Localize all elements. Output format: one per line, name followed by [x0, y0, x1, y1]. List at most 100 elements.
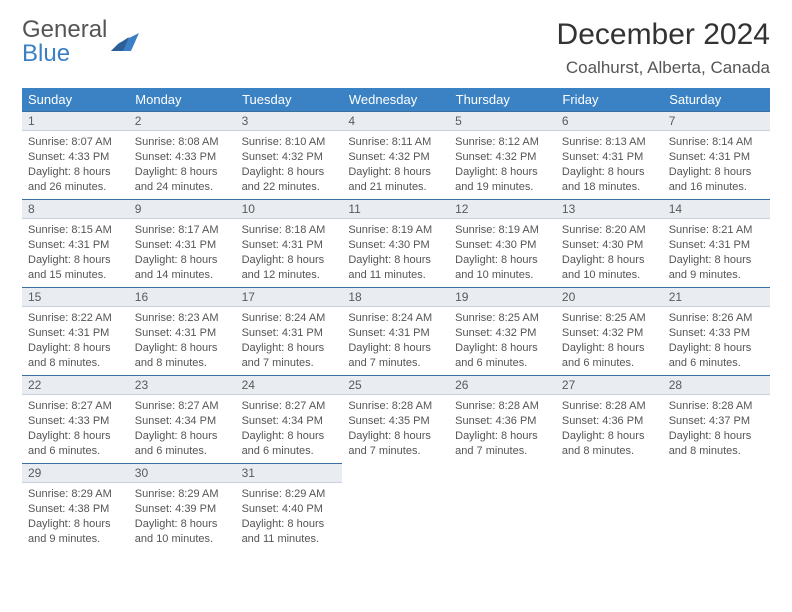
day-detail: Sunrise: 8:25 AMSunset: 4:32 PMDaylight:…	[556, 307, 663, 372]
day-number: 21	[663, 287, 770, 307]
calendar-cell: 10Sunrise: 8:18 AMSunset: 4:31 PMDayligh…	[236, 199, 343, 287]
calendar-row: 29Sunrise: 8:29 AMSunset: 4:38 PMDayligh…	[22, 463, 770, 551]
day-detail: Sunrise: 8:13 AMSunset: 4:31 PMDaylight:…	[556, 131, 663, 196]
day-detail: Sunrise: 8:24 AMSunset: 4:31 PMDaylight:…	[342, 307, 449, 372]
day-detail: Sunrise: 8:15 AMSunset: 4:31 PMDaylight:…	[22, 219, 129, 284]
day-detail: Sunrise: 8:27 AMSunset: 4:34 PMDaylight:…	[129, 395, 236, 460]
calendar-cell	[663, 463, 770, 551]
day-detail: Sunrise: 8:29 AMSunset: 4:39 PMDaylight:…	[129, 483, 236, 548]
day-detail: Sunrise: 8:18 AMSunset: 4:31 PMDaylight:…	[236, 219, 343, 284]
day-number: 26	[449, 375, 556, 395]
logo-general: General	[22, 16, 107, 43]
day-number: 13	[556, 199, 663, 219]
calendar-cell: 30Sunrise: 8:29 AMSunset: 4:39 PMDayligh…	[129, 463, 236, 551]
day-detail: Sunrise: 8:27 AMSunset: 4:33 PMDaylight:…	[22, 395, 129, 460]
day-number: 20	[556, 287, 663, 307]
day-number: 25	[342, 375, 449, 395]
day-detail: Sunrise: 8:28 AMSunset: 4:36 PMDaylight:…	[449, 395, 556, 460]
day-detail: Sunrise: 8:20 AMSunset: 4:30 PMDaylight:…	[556, 219, 663, 284]
weekday-header: Wednesday	[342, 88, 449, 111]
day-detail: Sunrise: 8:19 AMSunset: 4:30 PMDaylight:…	[342, 219, 449, 284]
day-number: 31	[236, 463, 343, 483]
day-number: 17	[236, 287, 343, 307]
weekday-header: Friday	[556, 88, 663, 111]
weekday-header: Sunday	[22, 88, 129, 111]
calendar-cell: 11Sunrise: 8:19 AMSunset: 4:30 PMDayligh…	[342, 199, 449, 287]
day-number: 2	[129, 111, 236, 131]
calendar-cell: 14Sunrise: 8:21 AMSunset: 4:31 PMDayligh…	[663, 199, 770, 287]
calendar-cell: 7Sunrise: 8:14 AMSunset: 4:31 PMDaylight…	[663, 111, 770, 199]
calendar-cell: 21Sunrise: 8:26 AMSunset: 4:33 PMDayligh…	[663, 287, 770, 375]
calendar-cell: 24Sunrise: 8:27 AMSunset: 4:34 PMDayligh…	[236, 375, 343, 463]
day-number: 29	[22, 463, 129, 483]
calendar-body: 1Sunrise: 8:07 AMSunset: 4:33 PMDaylight…	[22, 111, 770, 551]
day-number: 5	[449, 111, 556, 131]
day-detail: Sunrise: 8:23 AMSunset: 4:31 PMDaylight:…	[129, 307, 236, 372]
calendar-cell: 27Sunrise: 8:28 AMSunset: 4:36 PMDayligh…	[556, 375, 663, 463]
day-detail: Sunrise: 8:19 AMSunset: 4:30 PMDaylight:…	[449, 219, 556, 284]
calendar-cell: 3Sunrise: 8:10 AMSunset: 4:32 PMDaylight…	[236, 111, 343, 199]
day-detail: Sunrise: 8:29 AMSunset: 4:38 PMDaylight:…	[22, 483, 129, 548]
day-number: 7	[663, 111, 770, 131]
day-detail: Sunrise: 8:12 AMSunset: 4:32 PMDaylight:…	[449, 131, 556, 196]
calendar-cell: 17Sunrise: 8:24 AMSunset: 4:31 PMDayligh…	[236, 287, 343, 375]
weekday-header: Tuesday	[236, 88, 343, 111]
day-number: 22	[22, 375, 129, 395]
day-detail: Sunrise: 8:22 AMSunset: 4:31 PMDaylight:…	[22, 307, 129, 372]
location-label: Coalhurst, Alberta, Canada	[557, 58, 770, 78]
day-detail: Sunrise: 8:17 AMSunset: 4:31 PMDaylight:…	[129, 219, 236, 284]
day-detail: Sunrise: 8:11 AMSunset: 4:32 PMDaylight:…	[342, 131, 449, 196]
day-number: 28	[663, 375, 770, 395]
calendar-row: 15Sunrise: 8:22 AMSunset: 4:31 PMDayligh…	[22, 287, 770, 375]
day-detail: Sunrise: 8:28 AMSunset: 4:35 PMDaylight:…	[342, 395, 449, 460]
calendar-cell: 23Sunrise: 8:27 AMSunset: 4:34 PMDayligh…	[129, 375, 236, 463]
day-detail: Sunrise: 8:26 AMSunset: 4:33 PMDaylight:…	[663, 307, 770, 372]
day-number: 24	[236, 375, 343, 395]
day-number: 19	[449, 287, 556, 307]
day-number: 4	[342, 111, 449, 131]
logo-blue: Blue	[22, 40, 70, 67]
weekday-header: Monday	[129, 88, 236, 111]
calendar-cell: 8Sunrise: 8:15 AMSunset: 4:31 PMDaylight…	[22, 199, 129, 287]
day-detail: Sunrise: 8:24 AMSunset: 4:31 PMDaylight:…	[236, 307, 343, 372]
calendar-cell: 22Sunrise: 8:27 AMSunset: 4:33 PMDayligh…	[22, 375, 129, 463]
day-number: 1	[22, 111, 129, 131]
day-detail: Sunrise: 8:27 AMSunset: 4:34 PMDaylight:…	[236, 395, 343, 460]
day-number: 11	[342, 199, 449, 219]
day-detail: Sunrise: 8:28 AMSunset: 4:36 PMDaylight:…	[556, 395, 663, 460]
weekday-header-row: SundayMondayTuesdayWednesdayThursdayFrid…	[22, 88, 770, 111]
day-detail: Sunrise: 8:07 AMSunset: 4:33 PMDaylight:…	[22, 131, 129, 196]
calendar-cell	[449, 463, 556, 551]
day-number: 27	[556, 375, 663, 395]
calendar-cell: 1Sunrise: 8:07 AMSunset: 4:33 PMDaylight…	[22, 111, 129, 199]
calendar-cell: 4Sunrise: 8:11 AMSunset: 4:32 PMDaylight…	[342, 111, 449, 199]
day-detail: Sunrise: 8:28 AMSunset: 4:37 PMDaylight:…	[663, 395, 770, 460]
day-number: 15	[22, 287, 129, 307]
day-number: 16	[129, 287, 236, 307]
weekday-header: Thursday	[449, 88, 556, 111]
calendar-table: SundayMondayTuesdayWednesdayThursdayFrid…	[22, 88, 770, 551]
calendar-cell: 26Sunrise: 8:28 AMSunset: 4:36 PMDayligh…	[449, 375, 556, 463]
page-header: General Blue December 2024 Coalhurst, Al…	[22, 18, 770, 78]
calendar-cell: 13Sunrise: 8:20 AMSunset: 4:30 PMDayligh…	[556, 199, 663, 287]
calendar-cell: 19Sunrise: 8:25 AMSunset: 4:32 PMDayligh…	[449, 287, 556, 375]
calendar-cell	[342, 463, 449, 551]
day-detail: Sunrise: 8:21 AMSunset: 4:31 PMDaylight:…	[663, 219, 770, 284]
day-detail: Sunrise: 8:25 AMSunset: 4:32 PMDaylight:…	[449, 307, 556, 372]
day-number: 12	[449, 199, 556, 219]
calendar-cell: 29Sunrise: 8:29 AMSunset: 4:38 PMDayligh…	[22, 463, 129, 551]
calendar-cell: 6Sunrise: 8:13 AMSunset: 4:31 PMDaylight…	[556, 111, 663, 199]
month-title: December 2024	[557, 18, 770, 52]
calendar-cell: 18Sunrise: 8:24 AMSunset: 4:31 PMDayligh…	[342, 287, 449, 375]
calendar-cell: 12Sunrise: 8:19 AMSunset: 4:30 PMDayligh…	[449, 199, 556, 287]
title-block: December 2024 Coalhurst, Alberta, Canada	[557, 18, 770, 78]
calendar-cell: 9Sunrise: 8:17 AMSunset: 4:31 PMDaylight…	[129, 199, 236, 287]
day-number: 23	[129, 375, 236, 395]
logo-text: General Blue	[22, 18, 107, 66]
weekday-header: Saturday	[663, 88, 770, 111]
day-detail: Sunrise: 8:29 AMSunset: 4:40 PMDaylight:…	[236, 483, 343, 548]
calendar-cell: 15Sunrise: 8:22 AMSunset: 4:31 PMDayligh…	[22, 287, 129, 375]
day-number: 8	[22, 199, 129, 219]
calendar-row: 8Sunrise: 8:15 AMSunset: 4:31 PMDaylight…	[22, 199, 770, 287]
day-number: 30	[129, 463, 236, 483]
